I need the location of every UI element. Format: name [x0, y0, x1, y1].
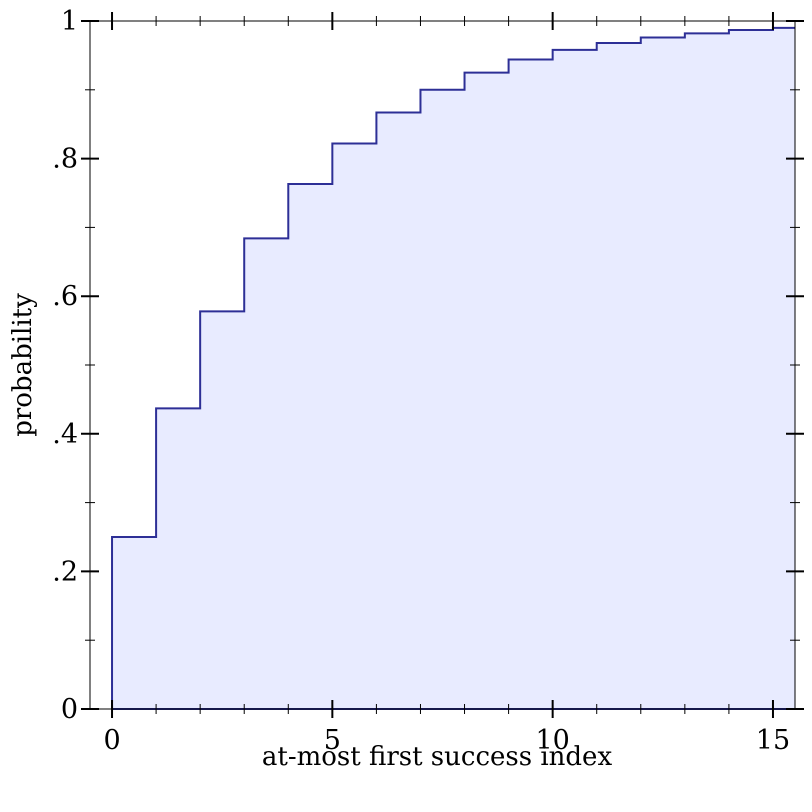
plot-frame [89, 20, 796, 710]
x-tick-label: 10 [535, 725, 569, 756]
x-tick-label: 15 [756, 725, 790, 756]
x-tick-label: 5 [324, 725, 341, 756]
cdf-step-line [111, 26, 795, 709]
y-tick-label: 1 [61, 6, 78, 37]
y-tick-label: .2 [52, 556, 78, 587]
x-axis-label: at-most first success index [262, 742, 613, 772]
y-tick-label: .4 [52, 419, 78, 450]
x-tick-label: 0 [103, 725, 120, 756]
plot-border [89, 20, 796, 710]
y-tick-label: .6 [52, 281, 78, 312]
tick-labels: 0 5 10 15 0 .2 .4 .6 .8 1 [52, 6, 790, 756]
area-fill [112, 27, 795, 709]
y-tick-label: .8 [52, 144, 78, 175]
y-axis-label: probability [8, 293, 38, 437]
y-tick-label: 0 [61, 694, 78, 725]
plot-area [111, 26, 795, 710]
